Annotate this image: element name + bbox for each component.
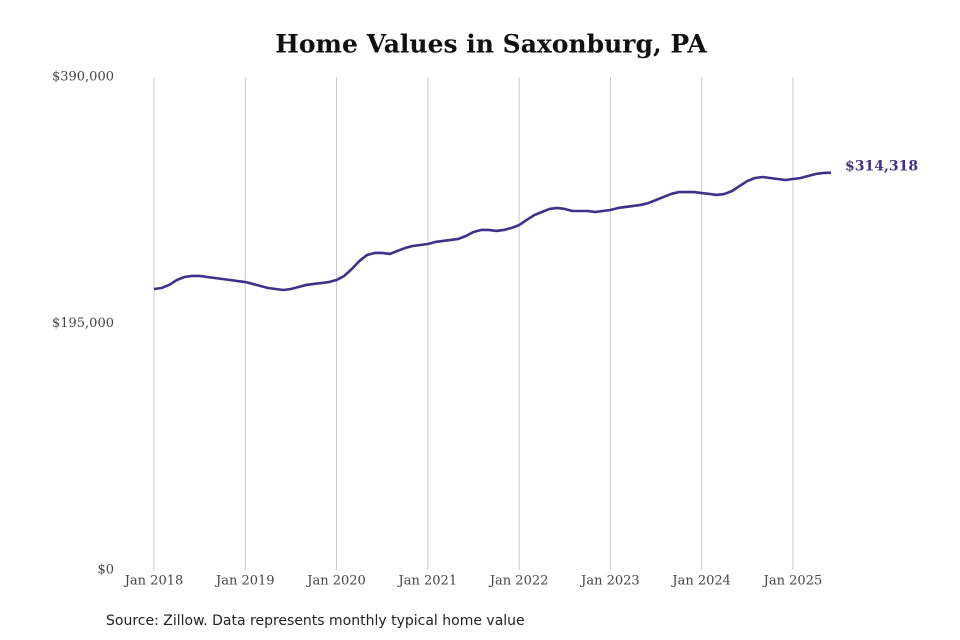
y-tick-label: $390,000: [52, 70, 114, 85]
x-tick-label: Jan 2020: [305, 574, 366, 589]
x-tick-label: Jan 2025: [762, 574, 823, 589]
x-tick-label: Jan 2021: [397, 574, 458, 589]
x-tick-label: Jan 2018: [123, 574, 184, 589]
x-tick-label: Jan 2022: [488, 574, 549, 589]
chart-title: Home Values in Saxonburg, PA: [275, 30, 707, 59]
source-note: Source: Zillow. Data represents monthly …: [106, 613, 525, 629]
y-tick-label: $195,000: [52, 316, 114, 331]
x-tick-label: Jan 2019: [214, 574, 275, 589]
x-tick-label: Jan 2023: [579, 574, 640, 589]
line-series: [153, 171, 832, 292]
end-value-label: $314,318: [845, 159, 918, 175]
x-tick-label: Jan 2024: [670, 574, 731, 589]
y-tick-label: $0: [97, 563, 114, 578]
